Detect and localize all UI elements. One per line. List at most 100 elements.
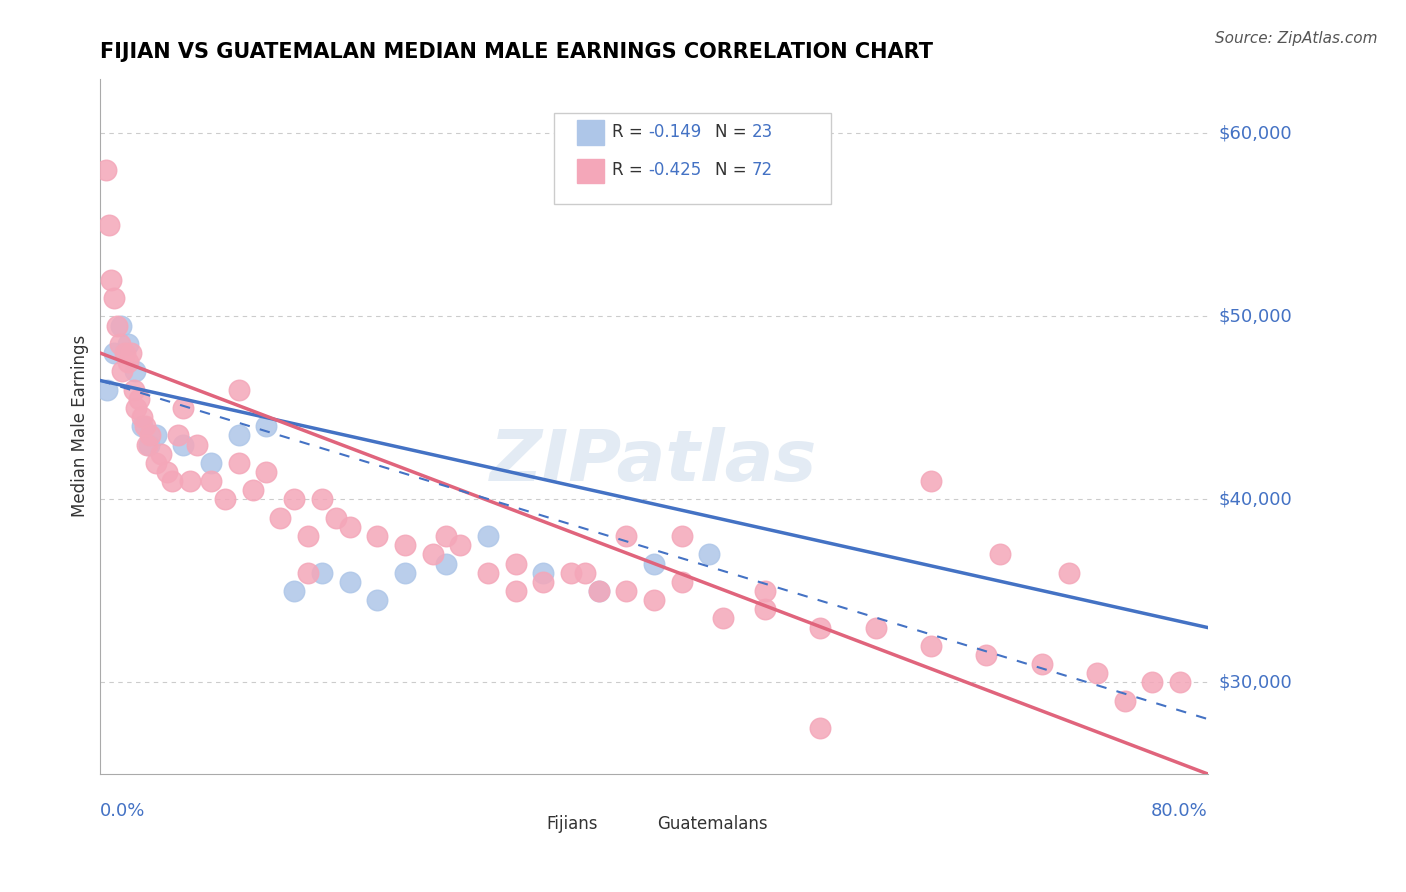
Point xyxy=(449,538,471,552)
Text: $30,000: $30,000 xyxy=(1219,673,1292,691)
Point xyxy=(394,566,416,580)
Point xyxy=(117,337,139,351)
Point xyxy=(128,392,150,406)
Point xyxy=(256,465,278,479)
Point xyxy=(311,566,333,580)
Point xyxy=(103,291,125,305)
Point xyxy=(172,401,194,415)
Point xyxy=(1031,657,1053,672)
Point xyxy=(1168,675,1191,690)
Text: 80.0%: 80.0% xyxy=(1152,802,1208,820)
Text: Source: ZipAtlas.com: Source: ZipAtlas.com xyxy=(1215,31,1378,46)
Point xyxy=(228,428,250,442)
Point xyxy=(256,419,278,434)
Point xyxy=(108,337,131,351)
Text: FIJIAN VS GUATEMALAN MEDIAN MALE EARNINGS CORRELATION CHART: FIJIAN VS GUATEMALAN MEDIAN MALE EARNING… xyxy=(100,42,934,62)
Point xyxy=(145,456,167,470)
Point xyxy=(114,346,136,360)
Point xyxy=(754,602,776,616)
Point xyxy=(131,419,153,434)
Text: $50,000: $50,000 xyxy=(1219,308,1292,326)
Point xyxy=(477,566,499,580)
Text: 0.0%: 0.0% xyxy=(100,802,146,820)
Point xyxy=(434,557,457,571)
Text: 72: 72 xyxy=(751,161,773,179)
Point xyxy=(531,574,554,589)
Text: -0.149: -0.149 xyxy=(648,123,702,141)
Point xyxy=(865,621,887,635)
Point xyxy=(1085,666,1108,681)
Point xyxy=(100,273,122,287)
Point xyxy=(339,574,361,589)
Point xyxy=(96,383,118,397)
Point xyxy=(477,529,499,543)
Point xyxy=(643,557,665,571)
Point xyxy=(138,437,160,451)
Point xyxy=(97,218,120,232)
Text: N =: N = xyxy=(714,123,752,141)
Point xyxy=(671,529,693,543)
Point xyxy=(179,474,201,488)
Bar xyxy=(576,120,605,145)
Point xyxy=(422,547,444,561)
FancyBboxPatch shape xyxy=(554,113,831,203)
Text: Fijians: Fijians xyxy=(547,815,598,833)
Text: -0.425: -0.425 xyxy=(648,161,702,179)
Point xyxy=(214,492,236,507)
Point xyxy=(988,547,1011,561)
Point xyxy=(105,318,128,333)
Point xyxy=(366,593,388,607)
Bar xyxy=(576,159,605,183)
Point xyxy=(808,621,831,635)
Point xyxy=(122,383,145,397)
Point xyxy=(311,492,333,507)
Bar xyxy=(522,815,541,833)
Point xyxy=(103,346,125,360)
Point xyxy=(242,483,264,498)
Text: 23: 23 xyxy=(751,123,773,141)
Point xyxy=(110,318,132,333)
Point xyxy=(186,437,208,451)
Point xyxy=(150,447,173,461)
Point xyxy=(172,437,194,451)
Point xyxy=(200,456,222,470)
Text: R =: R = xyxy=(612,123,648,141)
Point xyxy=(156,465,179,479)
Point xyxy=(325,510,347,524)
Point xyxy=(136,437,159,451)
Point xyxy=(531,566,554,580)
Point xyxy=(974,648,997,662)
Point xyxy=(1225,657,1247,672)
Y-axis label: Median Male Earnings: Median Male Earnings xyxy=(72,335,89,517)
Point xyxy=(283,492,305,507)
Point xyxy=(297,529,319,543)
Text: $40,000: $40,000 xyxy=(1219,491,1292,508)
Point xyxy=(505,557,527,571)
Point xyxy=(671,574,693,589)
Point xyxy=(269,510,291,524)
Point xyxy=(125,401,148,415)
Point xyxy=(699,547,721,561)
Point xyxy=(162,474,184,488)
Point xyxy=(574,566,596,580)
Point xyxy=(588,584,610,599)
Point xyxy=(1114,694,1136,708)
Point xyxy=(120,346,142,360)
Point xyxy=(920,474,942,488)
Point xyxy=(1059,566,1081,580)
Point xyxy=(117,355,139,369)
Point xyxy=(1142,675,1164,690)
Point xyxy=(94,163,117,178)
Point xyxy=(614,584,637,599)
Point xyxy=(560,566,582,580)
Text: Guatemalans: Guatemalans xyxy=(658,815,768,833)
Point xyxy=(920,639,942,653)
Point xyxy=(200,474,222,488)
Point xyxy=(131,410,153,425)
Point xyxy=(711,611,734,625)
Point xyxy=(283,584,305,599)
Point xyxy=(434,529,457,543)
Text: N =: N = xyxy=(714,161,752,179)
Point xyxy=(167,428,190,442)
Point xyxy=(145,428,167,442)
